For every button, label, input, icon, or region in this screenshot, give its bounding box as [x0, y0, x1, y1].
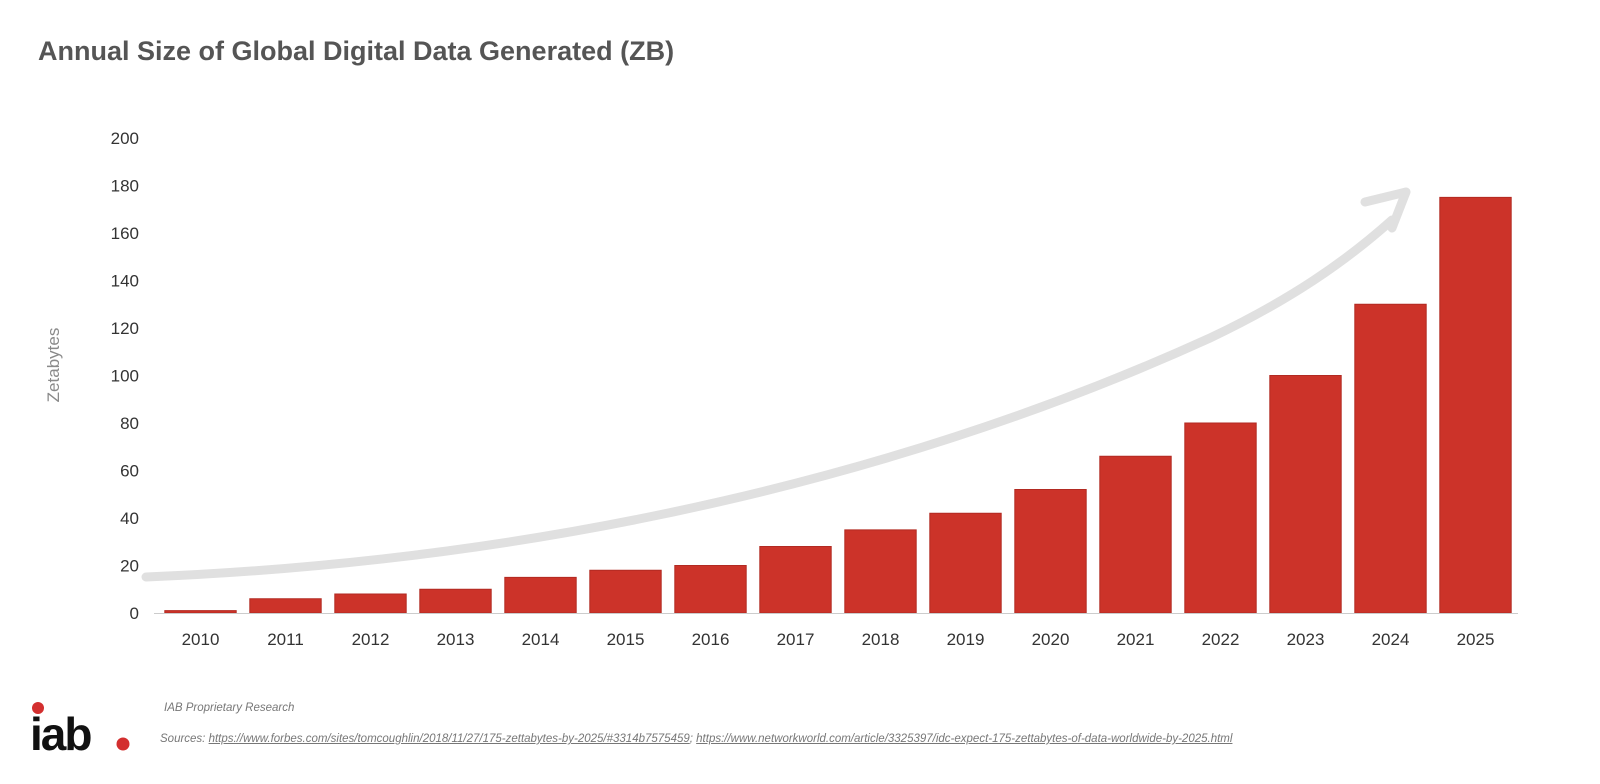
bar-2019 — [929, 512, 1002, 614]
bars-group — [164, 196, 1512, 614]
trend-arrow-head — [1360, 187, 1411, 233]
bar-2022 — [1184, 422, 1257, 614]
bar-2025 — [1439, 196, 1512, 614]
bar-2012 — [334, 593, 407, 614]
x-tick-label: 2011 — [267, 630, 304, 649]
sources-prefix: Sources: — [160, 733, 209, 745]
bar-2015 — [589, 569, 662, 614]
bar-2010 — [164, 610, 237, 614]
source-link-forbes[interactable]: https://www.forbes.com/sites/tomcoughlin… — [208, 733, 690, 745]
bar-2016 — [674, 565, 747, 614]
y-tick-label: 140 — [111, 272, 139, 291]
x-tick-label: 2018 — [862, 630, 900, 649]
y-tick-label: 60 — [120, 462, 139, 481]
iab-logo: iab — [30, 700, 140, 760]
x-tick-label: 2014 — [522, 630, 560, 649]
sources-line: Sources: https://www.forbes.com/sites/to… — [160, 733, 1232, 745]
x-tick-label: 2019 — [947, 630, 985, 649]
bar-2018 — [844, 529, 917, 614]
y-tick-label: 180 — [111, 177, 139, 196]
bar-2021 — [1099, 455, 1172, 614]
bar-2020 — [1014, 489, 1087, 614]
sources-separator: ; — [689, 733, 697, 745]
y-tick-label: 0 — [130, 604, 139, 623]
x-tick-label: 2023 — [1287, 630, 1325, 649]
x-axis-ticks: 2010 2011 2012 2013 2014 2015 2016 2017 2018 2019… — [182, 630, 1495, 649]
bar-2023 — [1269, 375, 1342, 614]
x-tick-label: 2022 — [1202, 630, 1240, 649]
bar-2014 — [504, 576, 577, 614]
y-tick-label: 160 — [111, 224, 139, 243]
y-tick-label: 80 — [120, 414, 139, 433]
research-note: IAB Proprietary Research — [164, 702, 295, 714]
y-tick-label: 40 — [120, 509, 139, 528]
x-tick-label: 2017 — [777, 630, 815, 649]
x-tick-label: 2025 — [1457, 630, 1495, 649]
logo-dot-end — [116, 737, 130, 751]
x-tick-label: 2020 — [1032, 630, 1070, 649]
y-tick-label: 120 — [111, 319, 139, 338]
trend-arrow — [141, 187, 1411, 582]
x-tick-label: 2021 — [1117, 630, 1155, 649]
bar-2024 — [1354, 303, 1427, 614]
bar-2013 — [419, 588, 492, 614]
svg-text:iab: iab — [30, 708, 91, 760]
x-tick-label: 2013 — [437, 630, 475, 649]
y-axis-ticks: 0 20 40 60 80 100 120 140 160 180 200 — [111, 129, 139, 623]
logo-dot-i — [32, 702, 44, 714]
y-tick-label: 100 — [111, 367, 139, 386]
y-axis-label: Zetabytes — [44, 328, 63, 403]
y-tick-label: 200 — [111, 129, 139, 148]
x-tick-label: 2015 — [607, 630, 645, 649]
y-tick-label: 20 — [120, 557, 139, 576]
bar-chart: 0 20 40 60 80 100 120 140 160 180 200 2010 2011 2012… — [44, 129, 1518, 649]
trend-arrow-curve — [141, 215, 1397, 582]
chart-title: Annual Size of Global Digital Data Gener… — [38, 36, 675, 66]
bar-2011 — [249, 598, 322, 614]
x-tick-label: 2012 — [352, 630, 390, 649]
x-tick-label: 2024 — [1372, 630, 1410, 649]
x-tick-label: 2010 — [182, 630, 220, 649]
bar-2017 — [759, 546, 832, 614]
source-link-networkworld[interactable]: https://www.networkworld.com/article/332… — [696, 733, 1233, 745]
x-tick-label: 2016 — [692, 630, 730, 649]
